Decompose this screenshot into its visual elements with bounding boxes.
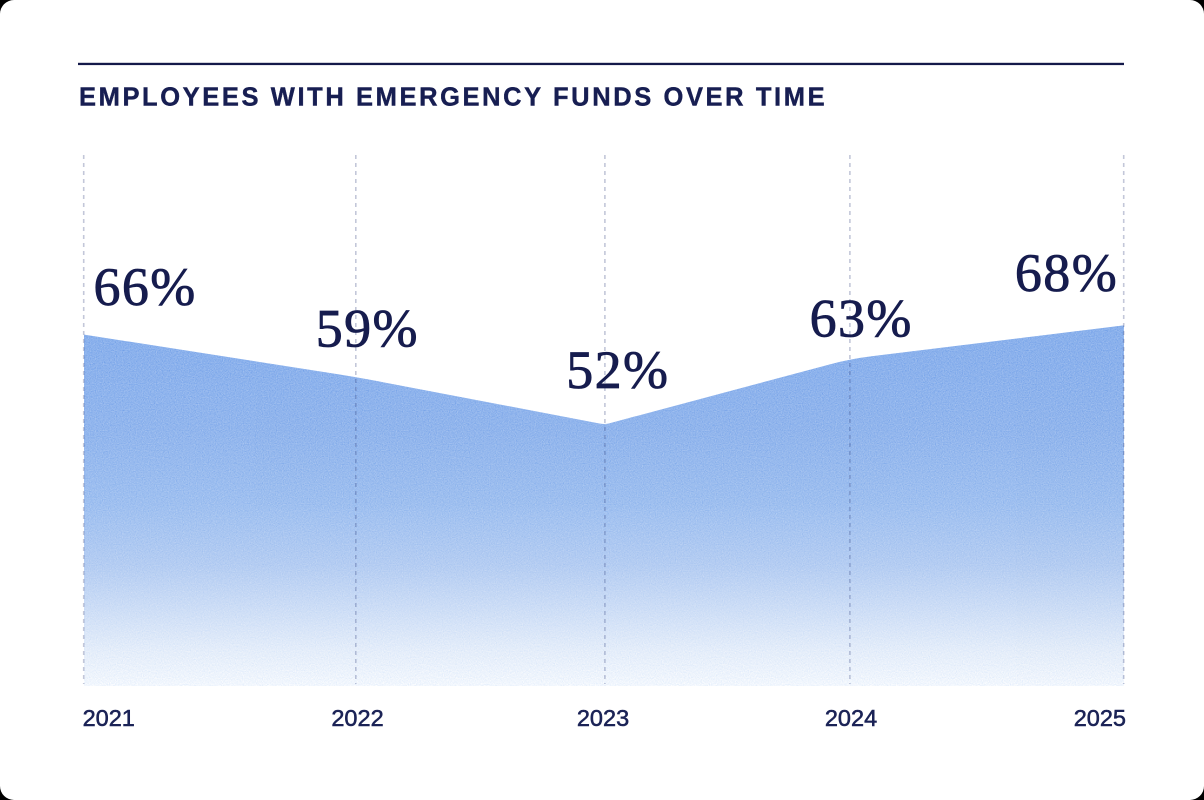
svg-text:EMPLOYEES WITH EMERGENCY FUNDS: EMPLOYEES WITH EMERGENCY FUNDS OVER TIME	[79, 84, 827, 112]
svg-text:2022: 2022	[331, 705, 383, 731]
svg-text:63%: 63%	[810, 289, 913, 349]
svg-text:2021: 2021	[83, 705, 135, 731]
svg-text:68%: 68%	[1015, 243, 1118, 303]
svg-text:52%: 52%	[566, 340, 669, 400]
svg-text:2023: 2023	[577, 705, 629, 731]
svg-text:2024: 2024	[825, 705, 877, 731]
svg-text:66%: 66%	[94, 257, 197, 317]
svg-text:59%: 59%	[316, 299, 419, 359]
svg-text:2025: 2025	[1074, 705, 1126, 731]
